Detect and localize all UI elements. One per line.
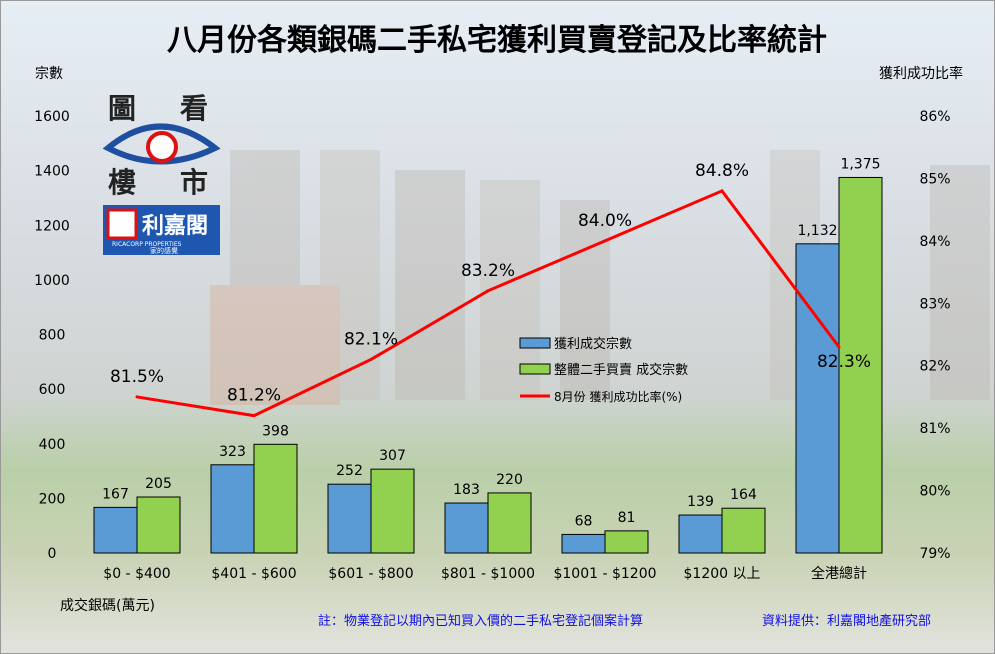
logo-char: 樓 [108,166,136,199]
source-note: 資料提供：利嘉閣地產研究部 [762,613,931,629]
bar-data-label: 323 [219,444,246,460]
ratio-data-label: 83.2% [461,261,515,281]
logo-char: 看 [180,92,208,125]
bar-data-label: 307 [379,448,406,464]
brand-slogan: 家的感覺 [150,246,178,255]
bar-data-label: 68 [575,513,593,529]
y2-tick-label: 85% [919,171,950,187]
footnote: 註：物業登記以期內已知買入價的二手私宅登記個案計算 [318,613,643,629]
ratio-point [135,395,139,399]
bar-profit [795,243,840,554]
ratio-data-label: 82.1% [344,329,398,349]
y2-axis-label: 獲利成功比率 [879,65,963,82]
bar-data-label: 398 [262,423,289,439]
logo-char: 圖 [108,92,136,125]
chart-title: 八月份各類銀碼二手私宅獲利買賣登記及比率統計 [167,23,827,58]
y-tick-label: 1000 [34,273,70,289]
bar-data-label: 81 [618,510,636,526]
ratio-data-label: 84.0% [578,211,632,231]
bar-profit [210,464,255,554]
ratio-point [486,289,490,293]
ratio-point [603,239,607,243]
bar-total [721,507,766,554]
bar-profit [678,514,723,554]
bar-data-label: 167 [102,486,129,502]
y-tick-label: 1200 [34,218,70,234]
ratio-point [720,189,724,193]
y2-tick-label: 81% [919,421,950,437]
bar-profit [561,533,606,554]
bar-data-label: 1,375 [840,156,880,172]
y-tick-label: 1400 [34,164,70,180]
y-axis-label: 宗數 [35,66,63,82]
brand-en: RICACORP PROPERTIES [112,241,182,248]
bar-data-label: 220 [496,472,523,488]
y-tick-label: 1600 [34,109,70,125]
bar-data-label: 1,132 [797,223,837,239]
legend-label: 整體二手買賣 成交宗數 [554,362,688,378]
bar-total [253,443,298,554]
ratio-data-label: 81.2% [227,386,281,406]
y2-tick-label: 79% [919,546,950,562]
bar-profit [93,506,138,554]
y2-tick-label: 83% [919,296,950,312]
y-tick-label: 200 [39,491,66,507]
bar-total [604,530,649,554]
x-tick-label: $401 - $600 [211,566,296,582]
logo-char: 市 [180,166,208,199]
y-tick-label: 600 [39,382,66,398]
eye-pupil-icon [146,131,178,163]
y2-tick-label: 80% [919,484,950,500]
logo: 圖 看 樓 市 利嘉閣 RICACORP PROPERTIES 家的感覺 [102,92,221,255]
y-tick-label: 800 [39,328,66,344]
x-tick-label: $1001 - $1200 [553,566,656,582]
x-tick-label: $1200 以上 [684,566,761,582]
bar-total [838,176,883,554]
ratio-data-label: 84.8% [695,161,749,181]
bar-data-label: 252 [336,463,363,479]
x-tick-label: $601 - $800 [328,566,413,582]
ratio-data-label: 81.5% [110,367,164,387]
y2-tick-label: 82% [919,359,950,375]
bar-total [370,468,415,554]
bar-total [487,492,532,554]
brand-name: 利嘉閣 [142,214,208,239]
legend-label: 獲利成交宗數 [554,336,632,352]
bar-data-label: 164 [730,487,757,503]
y2-tick-label: 86% [919,109,950,125]
eye-icon [102,123,221,165]
bar-profit [327,483,372,554]
bar-data-label: 183 [453,482,480,498]
y-tick-label: 400 [39,437,66,453]
x-tick-label: 全港總計 [811,565,867,582]
ratio-point [837,345,841,349]
x-tick-label: $0 - $400 [103,566,170,582]
bar-data-label: 139 [687,494,714,510]
x-axis-label: 成交銀碼(萬元) [60,597,155,614]
bar-data-label: 205 [145,476,172,492]
legend-swatch [519,363,551,375]
x-tick-label: $801 - $1000 [441,566,535,582]
brand-icon [106,208,138,240]
ratio-point [252,414,256,418]
legend-label: 8月份 獲利成功比率(%) [554,389,682,404]
bar-profit [444,502,489,554]
legend-swatch [519,337,551,349]
y-tick-label: 0 [48,546,57,562]
bar-total [136,496,181,554]
ratio-data-label: 82.3% [817,352,871,372]
ratio-point [369,357,373,361]
y2-tick-label: 84% [919,234,950,250]
